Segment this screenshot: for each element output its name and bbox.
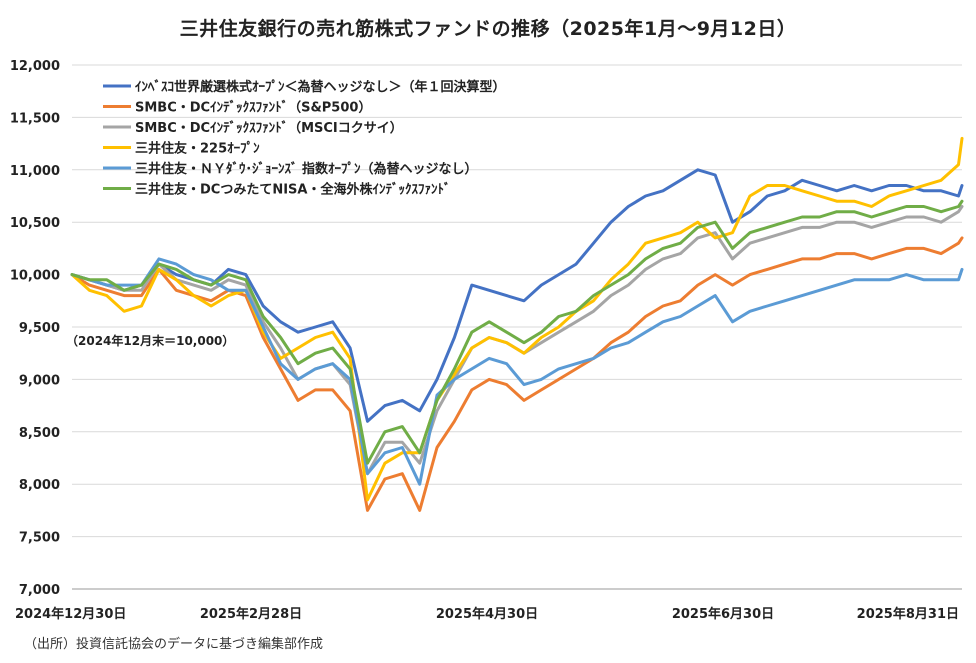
base-note: （2024年12月末＝10,000） — [66, 334, 235, 348]
series-line — [70, 236, 964, 512]
y-tick-label: 10,000 — [10, 269, 60, 284]
x-tick-label: 2024年12月30日 — [15, 606, 126, 622]
series-line — [70, 136, 964, 502]
legend-label: SMBC・DCｲﾝﾃﾞｯｸｽﾌｧﾝﾄﾞ（MSCIコクサイ） — [135, 120, 403, 136]
y-tick-label: 11,000 — [10, 164, 60, 179]
y-tick-label: 8,000 — [19, 478, 60, 493]
x-tick-label: 2025年6月30日 — [672, 606, 774, 622]
series-line — [70, 257, 964, 486]
legend-label: SMBC・DCｲﾝﾃﾞｯｸｽﾌｧﾝﾄﾞ（S&P500） — [135, 100, 371, 116]
legend-label: 三井住友・ＮＹﾀﾞｳ･ｼﾞｮｰﾝｽﾞ 指数ｵｰﾌﾟﾝ（為替ヘッジなし） — [135, 161, 478, 177]
chart-title: 三井住友銀行の売れ筋株式ファンドの推移（2025年1月〜9月12日） — [179, 18, 797, 40]
y-tick-label: 10,500 — [10, 216, 60, 231]
series-lines — [70, 136, 964, 512]
legend-label: 三井住友・225ｵｰﾌﾟﾝ — [135, 141, 260, 157]
x-tick-label: 2025年4月30日 — [436, 606, 538, 622]
y-tick-label: 12,000 — [10, 59, 60, 74]
y-axis-tick-labels: 7,000 7,500 8,000 8,500 9,000 9,500 10,000 10,5… — [10, 59, 60, 598]
y-tick-label: 7,500 — [19, 531, 60, 546]
y-tick-label: 9,000 — [19, 373, 60, 388]
x-tick-label: 2025年8月31日 — [857, 606, 959, 622]
legend-label: 三井住友・DCつみたてNISA・全海外株ｲﾝﾃﾞｯｸｽﾌｧﾝﾄﾞ — [135, 182, 450, 198]
y-tick-label: 9,500 — [19, 321, 60, 336]
gridlines — [72, 64, 962, 590]
y-tick-label: 7,000 — [19, 583, 60, 598]
x-axis-tick-labels: 2024年12月30日 2025年2月28日 2025年4月30日 2025年6月30… — [15, 606, 959, 622]
source-note: （出所）投資信託協会のデータに基づき編集部作成 — [24, 637, 324, 652]
series-line — [70, 168, 964, 423]
series-line — [70, 199, 964, 465]
x-tick-label: 2025年2月28日 — [200, 606, 302, 622]
legend-label: ｲﾝﾍﾞｽｺ世界厳選株式ｵｰﾌﾟﾝ＜為替ヘッジなし＞（年１回決算型） — [135, 79, 506, 95]
legend: ｲﾝﾍﾞｽｺ世界厳選株式ｵｰﾌﾟﾝ＜為替ヘッジなし＞（年１回決算型） SMBC・D… — [103, 79, 506, 198]
y-tick-label: 11,500 — [10, 111, 60, 126]
y-tick-label: 8,500 — [19, 426, 60, 441]
